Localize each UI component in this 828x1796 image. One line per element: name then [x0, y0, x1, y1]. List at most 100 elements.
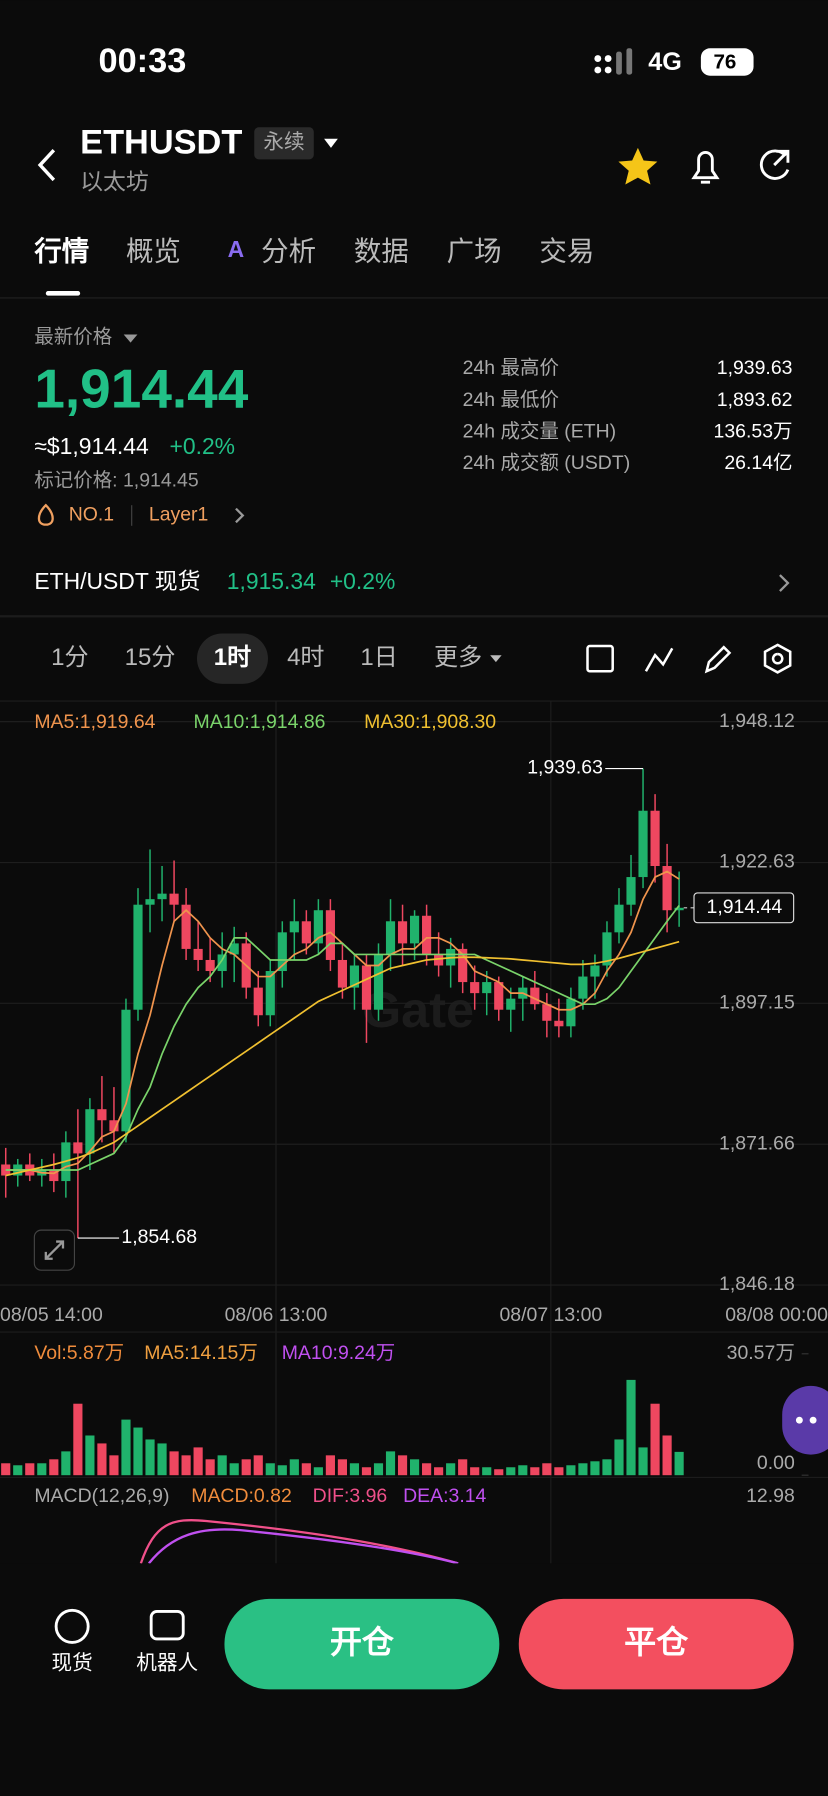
tab-bar: 行情 概览 分析 数据 广场 交易 — [33, 236, 594, 267]
more-dropdown[interactable] — [490, 655, 502, 663]
badge: 永续 — [263, 131, 304, 154]
candle-body — [650, 810, 660, 867]
volume-bar — [289, 1459, 299, 1476]
interval[interactable]: 1时 — [214, 644, 251, 671]
robot-icon[interactable] — [149, 1610, 185, 1641]
candle-body — [157, 893, 167, 900]
stat-value: 26.14亿 — [724, 452, 792, 474]
price-label: 最新价格 — [34, 326, 112, 348]
volume-bar — [97, 1443, 107, 1476]
ma-line — [5, 940, 680, 1177]
price-dropdown[interactable] — [123, 334, 138, 343]
spot-change: +0.2% — [330, 568, 396, 594]
badge-bg — [254, 127, 314, 160]
y-tick-label: 1,846.18 — [719, 1273, 795, 1295]
y-tick-label: 1,871.66 — [719, 1132, 795, 1154]
macd-dea-line — [147, 1528, 459, 1565]
stat-label: 24h 最低价 — [463, 389, 559, 411]
assistant-bubble[interactable] — [782, 1385, 828, 1455]
price-change: +0.2% — [169, 433, 235, 459]
volume-axis-label: 0.00 — [757, 1452, 795, 1474]
interval[interactable]: 更多 — [434, 644, 482, 671]
high-label: 1,939.63 — [527, 757, 603, 779]
candle-body — [482, 982, 492, 994]
volume-bar — [674, 1451, 684, 1476]
fullscreen-icon — [44, 1240, 65, 1260]
candle-body — [133, 904, 143, 1010]
spot-nav[interactable]: 现货 — [52, 1652, 93, 1675]
tag[interactable]: Layer1 — [149, 504, 208, 526]
volume-bar — [181, 1455, 191, 1476]
tool-draw[interactable] — [704, 645, 732, 674]
close-label: 平仓 — [624, 1624, 689, 1660]
current-price: 1,914.44 — [707, 896, 783, 918]
volume-bar — [434, 1467, 444, 1476]
interval[interactable]: 1日 — [360, 644, 397, 671]
tool-settings[interactable] — [763, 643, 792, 674]
spot-label[interactable]: ETH/USDT 现货 — [34, 568, 200, 594]
volume-bar — [277, 1465, 287, 1476]
volume-axis-label: 30.57万 — [727, 1342, 795, 1364]
close-button[interactable] — [518, 1598, 794, 1690]
tab[interactable]: 数据 — [354, 236, 409, 267]
fullscreen-button[interactable] — [33, 1229, 76, 1271]
tool-line[interactable] — [644, 647, 674, 672]
symbol-dropdown[interactable] — [324, 138, 338, 148]
usd-price: ≈$1,914.44 — [34, 433, 149, 459]
candle-body — [277, 932, 287, 972]
volume-bar — [614, 1439, 624, 1476]
volume-bar — [325, 1455, 335, 1476]
macd-legend: MACD(12,26,9) — [34, 1485, 169, 1507]
ma-legend: MA30:1,908.30 — [364, 711, 496, 733]
interval[interactable]: 4时 — [287, 644, 324, 671]
volume-bar — [650, 1403, 660, 1476]
candle-body — [217, 954, 227, 972]
volume-bar — [506, 1467, 516, 1476]
spot-chevron[interactable] — [779, 574, 790, 592]
volume-bar — [422, 1463, 432, 1476]
volume-bar — [373, 1463, 384, 1476]
candle-body — [85, 1109, 95, 1154]
interval[interactable]: 15分 — [125, 644, 176, 671]
tool-indicator[interactable] — [586, 644, 614, 673]
volume-bar — [626, 1379, 636, 1476]
volume-bar — [229, 1463, 239, 1476]
tab[interactable]: 广场 — [447, 236, 502, 267]
robot-nav[interactable]: 机器人 — [136, 1652, 198, 1675]
symbol: ETHUSDT — [80, 124, 242, 162]
alert-bell[interactable] — [691, 151, 720, 184]
x-tick-label: 08/08 00:00 — [725, 1304, 828, 1326]
spot-icon[interactable] — [54, 1608, 90, 1644]
volume-bar — [578, 1463, 588, 1476]
candle-body — [313, 910, 323, 944]
tab[interactable]: 行情 — [33, 236, 89, 267]
candle-body — [494, 982, 504, 1010]
volume-bar — [13, 1465, 23, 1476]
candle-body — [385, 921, 396, 955]
interval[interactable]: 1分 — [51, 644, 88, 671]
volume-bar — [470, 1467, 480, 1476]
candle-body — [73, 1142, 83, 1154]
volume-bar — [482, 1467, 492, 1476]
favorite-star[interactable] — [618, 147, 658, 185]
tab[interactable]: 分析 — [261, 236, 316, 267]
tab[interactable]: 概览 — [126, 236, 181, 267]
candle-body — [349, 965, 360, 988]
share-button[interactable] — [759, 149, 790, 180]
x-tick-label: 08/06 13:00 — [225, 1304, 328, 1326]
candle-body — [554, 1020, 564, 1027]
candle-body — [169, 893, 179, 905]
macd-axis-label: 12.98 — [746, 1485, 795, 1507]
stat-value: 1,939.63 — [717, 357, 793, 379]
candle-body — [121, 1009, 131, 1132]
tag-chevron — [235, 507, 245, 524]
open-button[interactable] — [224, 1598, 500, 1690]
macd-legend: MACD:0.82 — [191, 1485, 292, 1507]
tab[interactable]: 交易 — [539, 236, 594, 267]
back-button[interactable] — [37, 149, 56, 182]
ma-legend: MA5:1,919.64 — [34, 711, 155, 733]
divider — [0, 615, 828, 618]
volume-bar — [109, 1455, 119, 1476]
volume-bar — [121, 1419, 131, 1476]
